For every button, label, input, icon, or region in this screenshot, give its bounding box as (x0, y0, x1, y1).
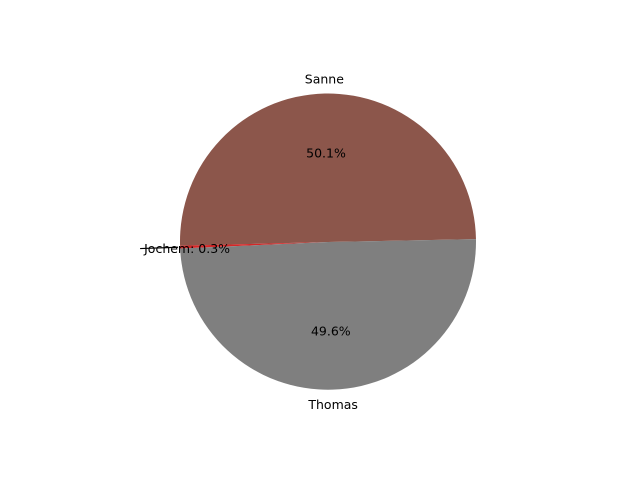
pct-label-thomas: 49.6% (311, 323, 351, 338)
pie-slice-sanne (179, 93, 476, 246)
pie-slice-jochem (180, 242, 328, 249)
slice-label-thomas: Thomas (307, 397, 358, 412)
pie-slice-thomas (180, 239, 476, 390)
slice-label-sanne: Sanne (305, 72, 344, 87)
callout-label-jochem: Jochem: 0.3% (143, 241, 230, 256)
callout-line-jochem (140, 246, 179, 250)
pie-slices (179, 93, 476, 390)
pie-labels: Sanne 50.1% Jochem: 0.3% Thomas 49.6% (140, 72, 358, 412)
pct-label-sanne: 50.1% (306, 146, 346, 161)
